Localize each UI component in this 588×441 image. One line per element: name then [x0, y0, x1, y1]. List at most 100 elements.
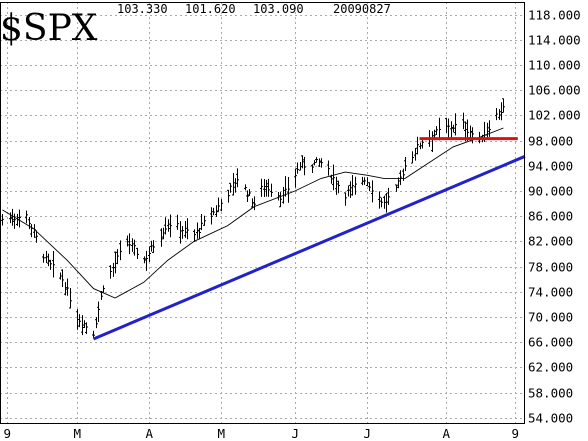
price-bar — [311, 164, 314, 174]
price-bar — [47, 253, 50, 267]
price-bar — [49, 259, 52, 270]
price-bar — [318, 158, 321, 167]
price-bar — [162, 227, 165, 240]
price-bar — [270, 183, 273, 197]
price-bar — [227, 189, 230, 203]
price-bar — [28, 216, 31, 230]
y-tick-label: 114.000 — [528, 33, 581, 48]
price-bar — [119, 240, 122, 261]
price-bar — [184, 221, 187, 238]
price-bar — [387, 187, 390, 205]
price-bar — [181, 226, 184, 239]
price-bar — [397, 177, 400, 189]
price-bar — [97, 301, 100, 322]
price-bar — [244, 184, 247, 191]
support-trendline — [92, 154, 526, 341]
price-bar — [385, 192, 388, 213]
y-tick-label: 106.000 — [528, 83, 581, 98]
price-bar — [284, 176, 287, 197]
y-tick-label: 82.000 — [528, 234, 573, 249]
y-tick-label: 98.000 — [528, 134, 573, 149]
x-tick-label: A — [443, 426, 451, 441]
price-bar — [133, 239, 136, 256]
y-tick-label: 62.000 — [528, 360, 573, 375]
price-bar — [471, 127, 474, 144]
price-bar — [354, 176, 357, 195]
price-bar — [64, 282, 67, 296]
plot-frame — [0, 2, 525, 424]
price-bar — [1, 214, 4, 226]
y-tick-label: 102.000 — [528, 108, 581, 123]
y-tick-label: 74.000 — [528, 285, 573, 300]
y-tick-label: 66.000 — [528, 335, 573, 350]
price-bar — [263, 179, 266, 197]
price-bar — [383, 195, 386, 209]
price-bar — [445, 118, 448, 133]
price-bar — [349, 181, 352, 198]
y-tick-label: 78.000 — [528, 260, 573, 275]
price-bar — [30, 224, 33, 238]
price-bar — [136, 247, 139, 259]
price-bar — [267, 178, 270, 197]
header-date: 20090827 — [333, 2, 391, 16]
price-bar — [33, 224, 36, 238]
price-bar — [16, 213, 19, 226]
trend-lines — [92, 137, 526, 341]
price-bar — [220, 199, 223, 212]
price-bar — [18, 209, 21, 228]
price-bar — [128, 233, 131, 255]
y-tick-label: 110.000 — [528, 58, 581, 73]
price-bar — [282, 186, 285, 204]
price-bar — [344, 192, 347, 206]
y-tick-label: 90.000 — [528, 184, 573, 199]
price-bar — [11, 208, 14, 226]
chart-symbol: $SPX — [0, 8, 98, 49]
x-tick-label: M — [74, 426, 82, 441]
price-bar — [416, 136, 419, 155]
price-bar — [234, 178, 237, 193]
header-close: 103.090 — [253, 2, 304, 16]
price-bar — [236, 168, 239, 188]
price-bar — [9, 212, 12, 224]
price-bar — [277, 191, 280, 201]
price-bar — [45, 250, 48, 264]
price-bar — [330, 174, 333, 184]
price-bar — [301, 155, 304, 169]
price-bar — [450, 121, 453, 139]
price-bar — [102, 285, 105, 293]
price-bar — [260, 178, 263, 197]
price-bar — [265, 179, 268, 197]
x-axis-ticks: 9 M A M J J A 9 — [4, 426, 520, 441]
price-bar — [303, 156, 306, 176]
price-bar — [368, 182, 371, 192]
price-bar — [411, 151, 414, 164]
x-tick-label: 9 — [512, 426, 520, 441]
price-bar — [253, 196, 256, 211]
price-bar — [315, 157, 318, 163]
price-bar — [95, 317, 98, 329]
price-bar — [404, 157, 407, 172]
price-bar — [145, 250, 148, 271]
price-bar — [203, 215, 206, 226]
price-bar — [351, 174, 354, 196]
price-bar — [176, 214, 179, 230]
price-bar — [116, 249, 119, 265]
price-bar — [169, 214, 172, 238]
price-bar — [452, 124, 455, 133]
y-tick-label: 94.000 — [528, 159, 573, 174]
price-bar — [193, 229, 196, 242]
price-bar — [502, 98, 505, 113]
price-bar — [229, 182, 232, 193]
price-bar — [320, 158, 323, 168]
price-bar — [69, 288, 72, 309]
price-bar — [498, 109, 501, 120]
price-bar — [299, 161, 302, 171]
price-bar — [232, 172, 235, 196]
price-bar — [143, 256, 146, 264]
price-bar — [279, 192, 282, 208]
price-bar — [42, 253, 45, 263]
price-bar — [419, 142, 422, 150]
price-bar — [217, 197, 220, 213]
price-bar — [210, 207, 213, 225]
